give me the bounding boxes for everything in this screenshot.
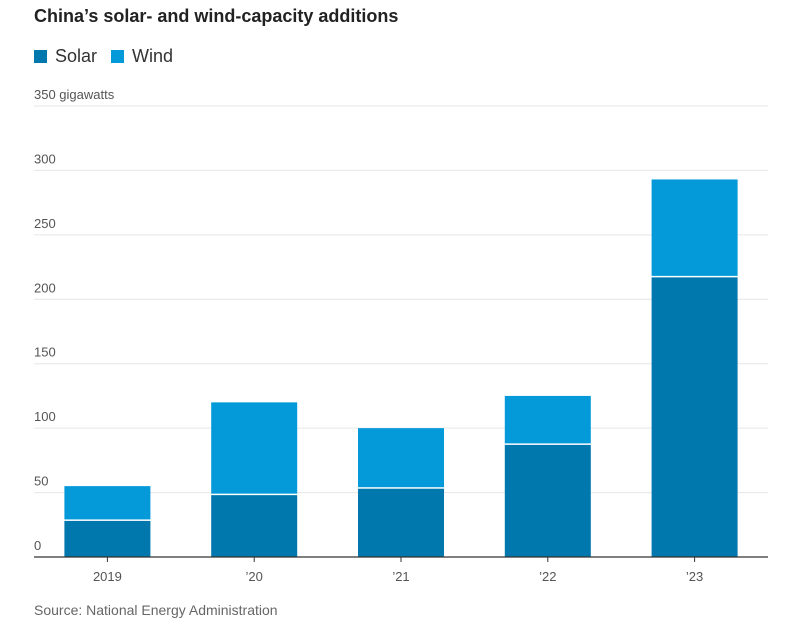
legend-item-solar: Solar	[34, 46, 97, 67]
bar-solar	[358, 488, 444, 557]
y-tick-label: 300	[34, 151, 56, 166]
bar-solar	[64, 520, 151, 557]
y-tick-label: 100	[34, 409, 56, 424]
bar-wind	[504, 395, 591, 444]
y-tick-label: 50	[34, 474, 48, 489]
chart-title: China’s solar- and wind-capacity additio…	[34, 6, 399, 26]
legend-label-wind: Wind	[132, 46, 174, 66]
legend-item-wind: Wind	[111, 46, 173, 67]
bar-wind	[651, 179, 738, 276]
y-tick-label: 200	[34, 280, 56, 295]
y-tick-label: 150	[34, 345, 56, 360]
legend-swatch-solar	[34, 50, 47, 63]
x-tick-label: ’21	[392, 569, 409, 584]
x-tick-label: ’20	[246, 569, 263, 584]
y-tick-label: 350 gigawatts	[34, 87, 115, 102]
x-tick-label: ’23	[686, 569, 703, 584]
x-tick-label: ’22	[539, 569, 556, 584]
bar-wind	[64, 486, 151, 520]
y-tick-label: 0	[34, 538, 41, 553]
y-tick-label: 250	[34, 216, 56, 231]
bar-wind	[211, 402, 298, 494]
bar-solar	[211, 495, 298, 557]
bar-chart: 0 50 100 150 200 250 300 350 gigawatts 2019 ’20 ’2…	[34, 87, 768, 584]
legend-swatch-wind	[111, 50, 125, 63]
legend: Solar Wind	[34, 46, 187, 67]
x-tick-label: 2019	[93, 569, 122, 584]
legend-label-solar: Solar	[55, 46, 98, 66]
bar-solar	[504, 444, 591, 557]
bar-solar	[651, 277, 738, 557]
source-note: Source: National Energy Administration	[34, 602, 278, 618]
bar-wind	[358, 428, 444, 488]
